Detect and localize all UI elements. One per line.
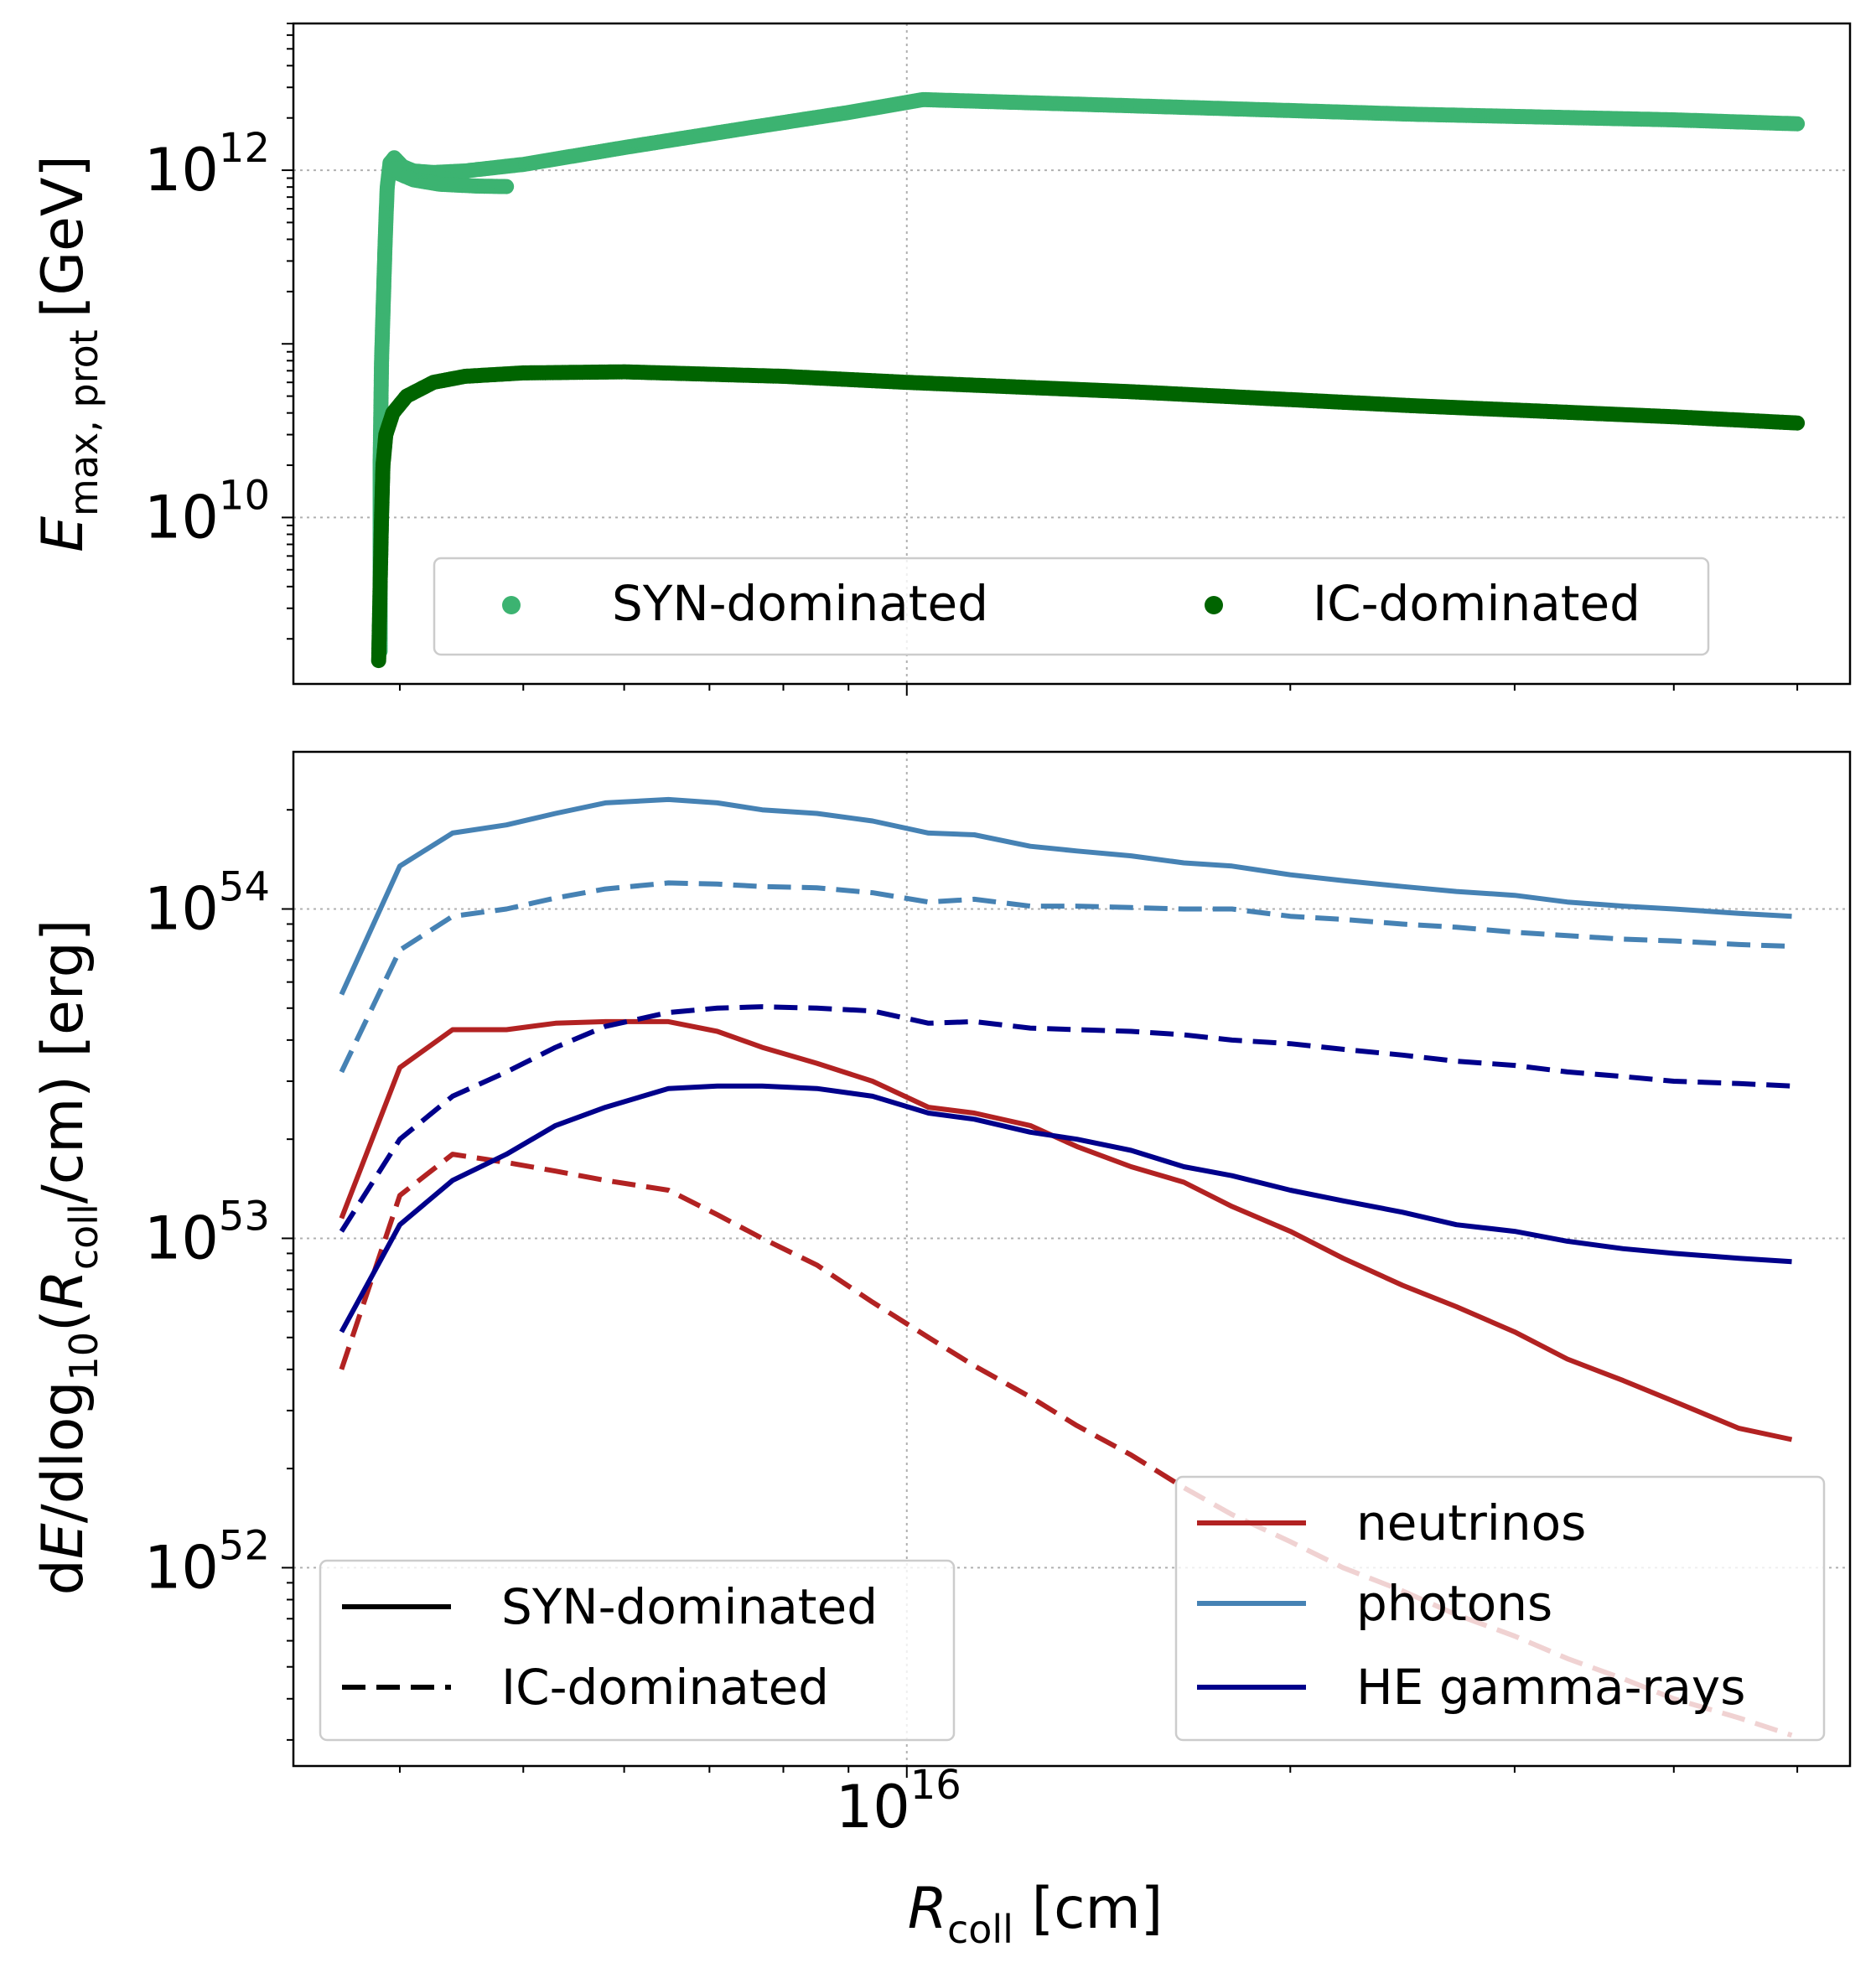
color-legend-neutrinos-label: neutrinos xyxy=(1356,1494,1586,1551)
top-y-tick-labels: 1010 1012 xyxy=(144,125,270,552)
y-tick-label: 1012 xyxy=(144,125,270,205)
x-axis-label: Rcoll [cm] xyxy=(908,1876,1163,1952)
top-scatter-points xyxy=(371,91,1806,669)
top-legend-syn-marker xyxy=(502,596,521,614)
x-tick-label: 1016 xyxy=(836,1762,961,1841)
ic-data-point xyxy=(1790,415,1806,431)
style-legend-solid-label: SYN-dominated xyxy=(501,1578,878,1635)
bottom-y-tick-labels: 1052 1053 1054 xyxy=(144,863,270,1602)
y-tick-label: 1054 xyxy=(144,863,270,943)
bottom-minor-ticks xyxy=(282,809,1799,1778)
syn-data-point xyxy=(1790,116,1806,132)
bottom-x-tick-labels: 1016 xyxy=(836,1762,961,1841)
photons-syn-dominated-line xyxy=(339,796,1792,996)
style-legend-box xyxy=(319,1559,956,1742)
bottom-legend-styles: SYN-dominated IC-dominated xyxy=(319,1559,956,1742)
style-legend-dashed-label: IC-dominated xyxy=(501,1659,829,1716)
bottom-series-lines xyxy=(339,796,1793,1738)
bottom-axes-frame xyxy=(292,750,1852,1768)
bottom-panel: 1052 1053 1054 1016 dE/dlog10(Rcoll/cm) [e… xyxy=(30,750,1852,1952)
syn-data-point xyxy=(499,179,515,194)
top-legend-syn-label: SYN-dominated xyxy=(612,575,988,632)
top-panel: 1010 1012 Emax, prot[GeV] SYN-dominated I… xyxy=(30,22,1852,696)
he-gamma-rays-ic-dominated-line xyxy=(339,1004,1792,1233)
y-tick-label: 1053 xyxy=(144,1193,270,1272)
top-minor-ticks xyxy=(282,23,1799,696)
top-legend-ic-label: IC-dominated xyxy=(1313,575,1640,632)
photons-ic-dominated-line xyxy=(339,880,1792,1074)
top-y-axis-label: Emax, prot[GeV] xyxy=(30,155,106,552)
color-legend-he-gamma-label: HE gamma-rays xyxy=(1356,1659,1745,1716)
y-tick-label: 1052 xyxy=(144,1522,270,1602)
color-legend-photons-label: photons xyxy=(1356,1575,1552,1632)
bottom-y-axis-label: dE/dlog10(Rcoll/cm) [erg] xyxy=(30,919,106,1596)
bottom-legend-colors: neutrinos photons HE gamma-rays xyxy=(1174,1475,1826,1742)
top-legend-ic-marker xyxy=(1205,596,1223,614)
y-tick-label: 1010 xyxy=(144,472,270,552)
color-legend-box xyxy=(1174,1475,1826,1742)
top-legend: SYN-dominated IC-dominated xyxy=(433,557,1710,656)
he-gamma-rays-syn-dominated-line xyxy=(339,1083,1792,1334)
top-axes-frame xyxy=(292,22,1852,686)
top-legend-box xyxy=(433,557,1710,656)
